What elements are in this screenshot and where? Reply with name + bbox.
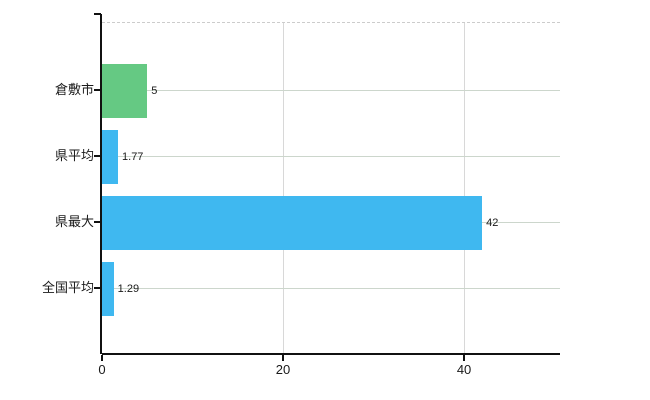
- y-axis-line: [100, 14, 102, 354]
- bar-倉敷市: [102, 63, 148, 118]
- y-axis-tick: [94, 220, 101, 223]
- y-axis-tick: [94, 154, 101, 157]
- category-label-全国平均: 全国平均: [41, 279, 94, 295]
- y-axis-tick: [94, 88, 101, 91]
- category-label-県最大: 県最大: [54, 213, 94, 229]
- bar-県平均: [102, 129, 119, 184]
- x-axis-tick: [101, 355, 103, 361]
- gridline-vertical: [282, 23, 284, 355]
- y-axis-tick: [94, 286, 101, 289]
- x-tick-label: 0: [98, 362, 106, 377]
- gridline-horizontal: [102, 288, 560, 289]
- y-axis-end-tick: [94, 13, 101, 15]
- bar-value-label: 42: [486, 216, 499, 229]
- x-tick-label: 20: [275, 362, 291, 377]
- plot-area: 5 1.77 42 1.29: [102, 22, 560, 355]
- x-axis-tick: [282, 355, 285, 361]
- bar-全国平均: [102, 261, 114, 316]
- x-axis-tick: [463, 355, 466, 361]
- bar-県最大: [102, 195, 483, 250]
- bar-value-label: 1.77: [122, 150, 144, 163]
- bar-value-label: 5: [151, 84, 158, 97]
- gridline-vertical: [463, 23, 465, 355]
- category-label-倉敷市: 倉敷市: [54, 81, 94, 97]
- gridline-horizontal: [102, 90, 560, 91]
- bar-value-label: 1.29: [117, 282, 140, 295]
- x-tick-label: 40: [456, 362, 472, 377]
- x-axis-line: [102, 353, 560, 355]
- gridline-horizontal: [102, 156, 560, 157]
- category-label-県平均: 県平均: [54, 147, 94, 163]
